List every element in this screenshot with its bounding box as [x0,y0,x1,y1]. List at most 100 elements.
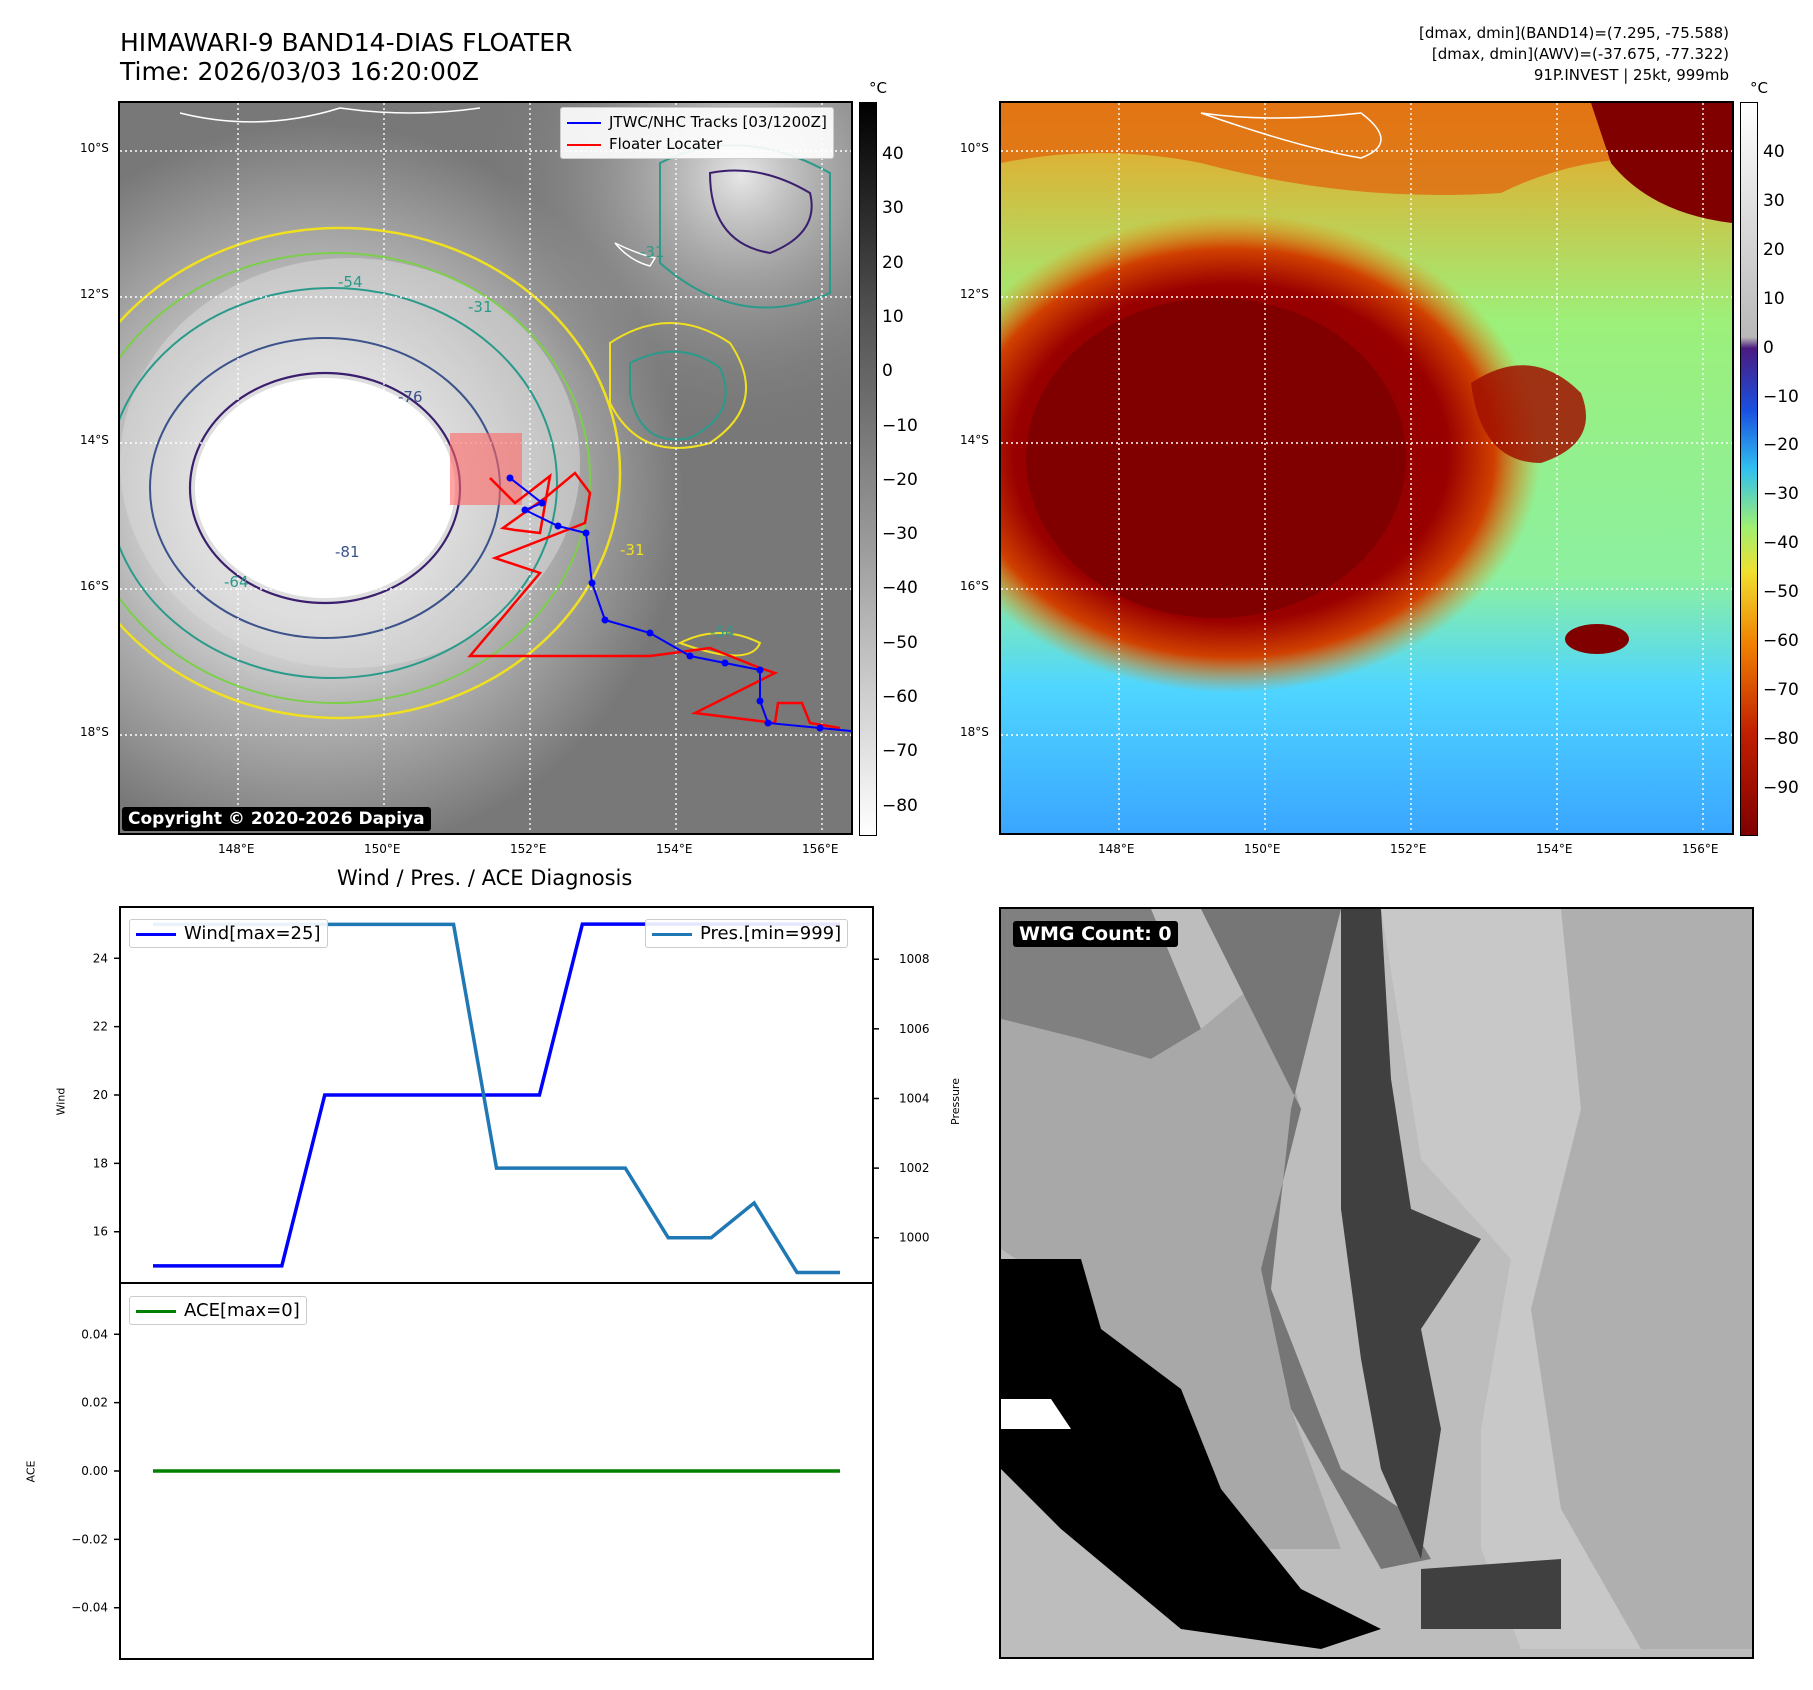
floater-locater-line [467,471,841,730]
lat-label: 14°S [960,433,989,447]
lat-label: 12°S [960,287,989,301]
wmg-count-badge: WMG Count: 0 [1013,921,1178,947]
wind-legend-label: Wind[max=25] [184,923,321,944]
color-colorbar-tick-label: 30 [1763,190,1785,211]
pressure-tick-label: 1002 [899,1161,930,1175]
ace-axis-label: ACE [24,1460,38,1483]
legend-track-entry: JTWC/NHC Tracks [03/1200Z] [567,111,827,133]
lat-label: 14°S [80,433,109,447]
wind-tick-label: 20 [93,1088,108,1102]
contour-label: -81 [335,543,360,561]
contour-label: -76 [398,388,423,406]
lat-label: 10°S [80,141,109,155]
contour-label: -54 [338,273,363,291]
pressure-series-line [153,922,840,1275]
lon-label: 156°E [802,842,839,856]
color-colorbar-tick-label: −30 [1763,484,1799,505]
wind-tick-label: 16 [93,1225,108,1239]
legend-locater-swatch [567,143,601,146]
diagnosis-title: Wind / Pres. / ACE Diagnosis [337,866,633,890]
gray-colorbar-unit: °C [869,79,887,97]
gray-colorbar-tick-label: −40 [882,578,918,599]
color-colorbar-tick-label: −20 [1763,435,1799,456]
gray-colorbar-tick-label: 30 [882,198,904,219]
ir-color-map-svg [1001,103,1732,833]
lon-label: 154°E [1536,842,1573,856]
pressure-tick-label: 1000 [899,1231,930,1245]
ir-color-map [999,101,1734,835]
color-colorbar [1740,102,1758,836]
ace-legend: ACE[max=0] [129,1296,307,1325]
gridlines [1001,103,1732,833]
ace-legend-label: ACE[max=0] [184,1300,300,1321]
dmax-band14-info: [dmax, dmin](BAND14)=(7.295, -75.588) [1418,24,1729,42]
lon-label: 152°E [510,842,547,856]
pressure-legend: Pres.[min=999] [645,919,849,948]
dmax-awv-info: [dmax, dmin](AWV)=(-37.675, -77.322) [1431,45,1729,63]
lon-label: 150°E [364,842,401,856]
figure-time: Time: 2026/03/03 16:20:00Z [120,57,479,86]
black-region [1001,1259,1381,1649]
small-cell [1565,624,1629,654]
wind-tick-label: 22 [93,1020,108,1034]
pressure-tick-label: 1004 [899,1091,930,1105]
ir-gray-map: -31 -54 -76 -81 -64 -31 -54 -31 JTWC/NHC… [118,101,853,835]
contour-label: -31 [620,541,645,559]
pressure-tick-label: 1008 [899,952,930,966]
wind-axis-label: Wind [54,1087,68,1116]
wind-tick-label: 24 [93,951,108,965]
color-colorbar-tick-label: 10 [1763,288,1785,309]
ace-tick-label: 0.04 [81,1327,108,1341]
gray-colorbar-tick-label: 0 [882,361,893,382]
color-colorbar-tick-label: −10 [1763,386,1799,407]
lat-label: 18°S [80,725,109,739]
pressure-tick-label: 1006 [899,1022,930,1036]
gray-colorbar-tick-label: 20 [882,252,904,273]
lat-label: 16°S [960,579,989,593]
wmg-panel: WMG Count: 0 [999,907,1754,1659]
color-colorbar-unit: °C [1750,79,1768,97]
copyright-badge: Copyright © 2020-2026 Dapiya [122,807,431,831]
lon-label: 148°E [1098,842,1135,856]
gray-colorbar-tick-label: −10 [882,415,918,436]
ace-tick-label: 0.02 [81,1396,108,1410]
legend-track-label: JTWC/NHC Tracks [03/1200Z] [609,113,827,131]
contour-label: -54 [710,623,735,641]
lat-label: 12°S [80,287,109,301]
pressure-legend-label: Pres.[min=999] [700,923,842,944]
ace-tick-label: −0.02 [71,1532,108,1546]
lon-label: 152°E [1390,842,1427,856]
gray-colorbar-tick-label: −30 [882,524,918,545]
legend-locater-entry: Floater Locater [567,133,827,155]
ace-legend-swatch [136,1309,176,1313]
coastline [179,107,481,123]
gray-colorbar-tick-label: −50 [882,632,918,653]
storm-info: 91P.INVEST | 25kt, 999mb [1533,66,1729,84]
wind-legend-swatch [136,932,176,936]
color-colorbar-tick-label: −70 [1763,679,1799,700]
wmg-image [1001,909,1752,1657]
contour-yellow [120,226,622,720]
color-colorbar-tick-label: −40 [1763,533,1799,554]
legend-track-swatch [567,121,601,124]
gray-colorbar [859,102,877,836]
color-colorbar-tick-label: −80 [1763,728,1799,749]
contour-label: -31 [468,298,493,316]
map-legend: JTWC/NHC Tracks [03/1200Z] Floater Locat… [560,107,834,159]
legend-locater-label: Floater Locater [609,135,723,153]
wind-legend: Wind[max=25] [129,919,328,948]
gray-colorbar-tick-label: 10 [882,306,904,327]
color-colorbar-tick-label: −90 [1763,777,1799,798]
contour-green [120,252,591,704]
color-colorbar-tick-label: 40 [1763,142,1785,162]
ir-gray-map-svg [120,103,851,833]
ace-tick-label: 0.00 [81,1464,108,1478]
lon-label: 150°E [1244,842,1281,856]
gray-colorbar-tick-label: −20 [882,469,918,490]
gray-colorbar-tick-label: −60 [882,687,918,707]
jtwc-track-points [506,474,824,732]
gray-colorbar-tick-label: −80 [882,795,918,816]
pressure-legend-swatch [652,932,692,936]
contour-east-yellow [609,322,747,449]
lat-label: 10°S [960,141,989,155]
